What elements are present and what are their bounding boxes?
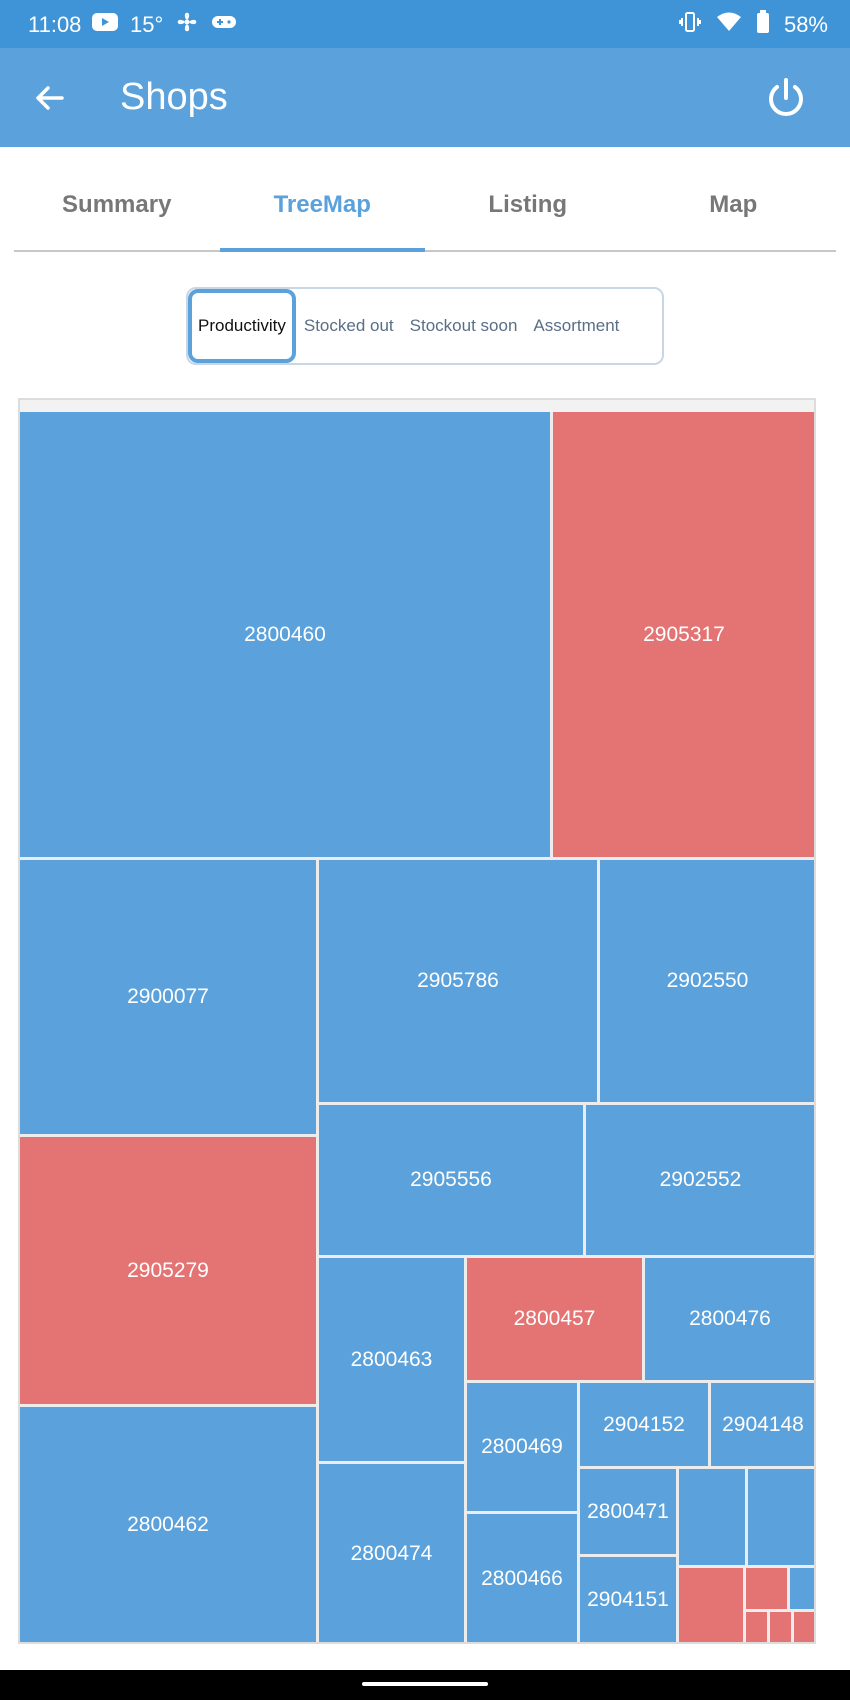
battery-icon (756, 10, 770, 40)
tab-listing[interactable]: Listing (488, 191, 568, 218)
treemap-tile[interactable]: 2800476 (645, 1258, 814, 1383)
treemap-tile[interactable] (770, 1612, 794, 1642)
treemap-tile[interactable]: 2905279 (20, 1137, 319, 1407)
tab-summary[interactable]: Summary (62, 191, 172, 218)
treemap-tile[interactable]: 2800471 (580, 1469, 679, 1557)
segment-stockout-soon[interactable]: Stockout soon (409, 316, 518, 335)
page-title: Shops (120, 76, 228, 118)
vibrate-icon (678, 10, 702, 40)
treemap-tile[interactable] (746, 1568, 790, 1612)
treemap-tile[interactable]: 2800460 (20, 412, 553, 860)
treemap-tile[interactable] (794, 1612, 814, 1642)
treemap-tile[interactable]: 2800474 (319, 1464, 467, 1642)
treemap-tile[interactable]: 2902552 (586, 1105, 814, 1258)
treemap-tile[interactable]: 2800466 (467, 1514, 580, 1642)
treemap-tile[interactable]: 2800469 (467, 1383, 580, 1514)
metric-segmented-control: Productivity Stocked out Stockout soon A… (186, 287, 664, 365)
treemap-tile[interactable]: 2902550 (600, 860, 814, 1105)
gamepad-icon (211, 12, 237, 38)
youtube-icon (92, 12, 118, 38)
treemap-tile[interactable]: 2904151 (580, 1557, 679, 1642)
treemap-tile[interactable]: 2800462 (20, 1407, 319, 1642)
treemap-tile[interactable] (679, 1469, 748, 1568)
back-arrow-icon[interactable] (28, 76, 72, 120)
tab-map[interactable]: Map (709, 191, 758, 218)
navigation-bar (0, 1670, 850, 1700)
tab-treemap[interactable]: TreeMap (219, 160, 426, 252)
segment-assortment[interactable]: Assortment (533, 316, 620, 335)
treemap-tile[interactable] (679, 1568, 746, 1642)
treemap-tile[interactable]: 2905317 (553, 412, 814, 860)
segment-productivity[interactable]: Productivity (188, 289, 296, 363)
power-icon[interactable] (762, 74, 810, 122)
treemap-tile[interactable]: 2800457 (467, 1258, 645, 1383)
treemap-tile[interactable] (790, 1568, 814, 1612)
treemap-tile[interactable]: 2904152 (580, 1383, 711, 1469)
treemap-tile[interactable]: 2905556 (319, 1105, 586, 1258)
fan-icon (175, 10, 199, 40)
treemap-tile[interactable]: 2905786 (319, 860, 600, 1105)
tab-bar: Summary TreeMap Listing Map (14, 160, 836, 252)
treemap-tile[interactable] (748, 1469, 814, 1568)
treemap-tile[interactable]: 2904148 (711, 1383, 814, 1469)
status-time: 11:08 (28, 12, 82, 37)
treemap-tile[interactable] (746, 1612, 770, 1642)
home-handle[interactable] (362, 1682, 488, 1686)
wifi-icon (716, 11, 742, 39)
status-temperature: 15° (130, 12, 164, 37)
app-bar: Shops (0, 48, 850, 147)
segment-stocked-out[interactable]: Stocked out (303, 316, 394, 335)
treemap-tile[interactable]: 2900077 (20, 860, 319, 1137)
treemap-tile[interactable]: 2800463 (319, 1258, 467, 1464)
shops-treemap: 2800460 2905317 2900077 2905786 2902550 29055… (18, 398, 816, 1644)
status-bar: 11:08 15° 58% (0, 0, 850, 48)
battery-percent: 58% (783, 12, 828, 37)
